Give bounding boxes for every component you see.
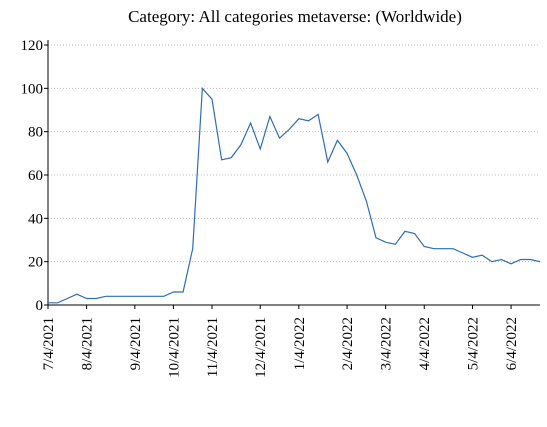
line <box>48 86 541 304</box>
x-tick-label: 5/4/2022 <box>465 317 481 370</box>
x-tick-label: 4/4/2022 <box>417 317 433 370</box>
x-tick-label: 2/4/2022 <box>340 317 356 370</box>
y-tick-label: 120 <box>21 38 44 54</box>
y-tick-label: 80 <box>28 125 43 141</box>
y-tick-label: 20 <box>28 255 43 271</box>
x-tick-label: 7/4/2021 <box>41 317 57 370</box>
chart-title: Category: All categories metaverse: (Wor… <box>128 7 462 26</box>
x-tick-label: 1/4/2022 <box>292 317 308 370</box>
y-tick-label: 40 <box>28 211 43 227</box>
y-tick-label: 100 <box>21 81 44 97</box>
y-tick-label: 0 <box>36 298 44 314</box>
x-tick-label: 9/4/2021 <box>128 317 144 370</box>
x-tick-label: 10/4/2021 <box>166 317 182 378</box>
x-tick-label: 12/4/2021 <box>253 317 269 378</box>
x-tick-label: 3/4/2022 <box>379 317 395 370</box>
x-tick-label: 11/4/2021 <box>205 317 221 377</box>
x-tick-label: 8/4/2021 <box>80 317 96 370</box>
y-tick-label: 60 <box>28 168 43 184</box>
x-tick-label: 6/4/2022 <box>504 317 520 370</box>
